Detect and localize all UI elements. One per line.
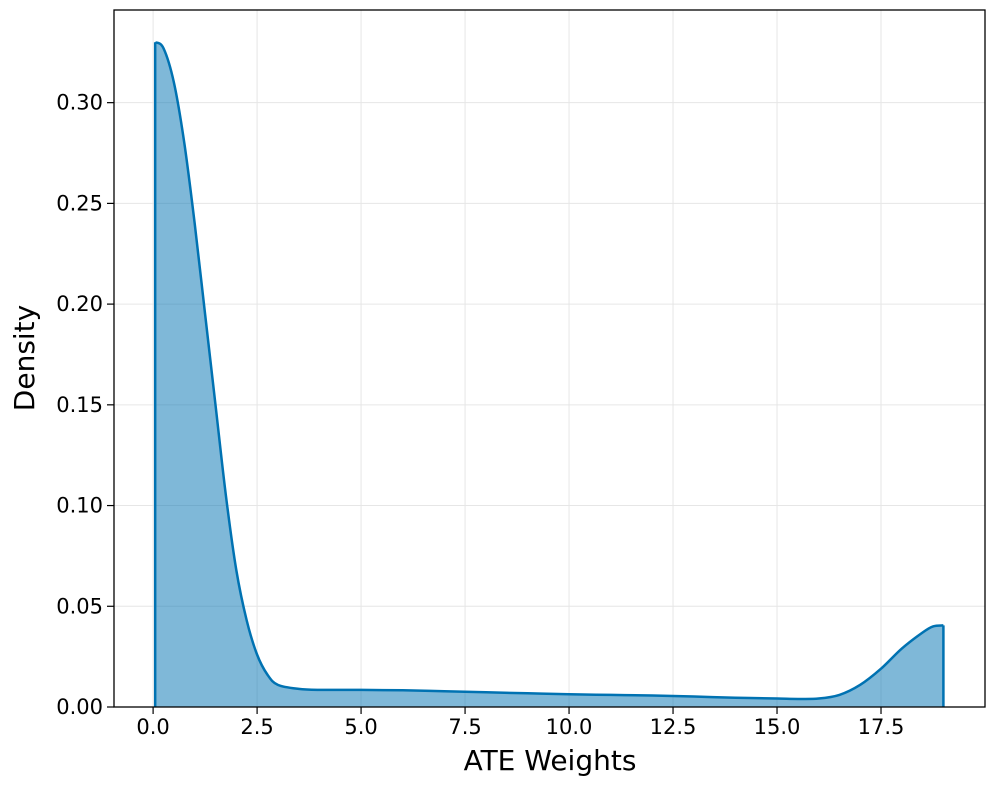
x-tick-label: 15.0 — [754, 715, 801, 739]
y-tick-label: 0.30 — [56, 91, 103, 115]
density-line — [154, 41, 944, 701]
x-tick-label: 2.5 — [240, 715, 273, 739]
y-tick-label: 0.00 — [56, 695, 103, 719]
x-tick-label: 0.0 — [136, 715, 169, 739]
x-tick-label: 17.5 — [858, 715, 905, 739]
y-tick-label: 0.15 — [56, 393, 103, 417]
x-tick-label: 10.0 — [546, 715, 593, 739]
area-fill — [155, 42, 944, 708]
y-axis-label: Density — [8, 305, 41, 411]
x-tick-label: 7.5 — [448, 715, 481, 739]
x-tick-label: 12.5 — [650, 715, 697, 739]
x-axis-label: ATE Weights — [464, 744, 637, 777]
y-tick-label: 0.25 — [56, 191, 103, 215]
y-tick-label: 0.10 — [56, 494, 103, 518]
y-tick-label: 0.05 — [56, 594, 103, 618]
plot-frame — [113, 9, 986, 708]
x-tick-label: 5.0 — [344, 715, 377, 739]
y-tick-label: 0.20 — [56, 292, 103, 316]
